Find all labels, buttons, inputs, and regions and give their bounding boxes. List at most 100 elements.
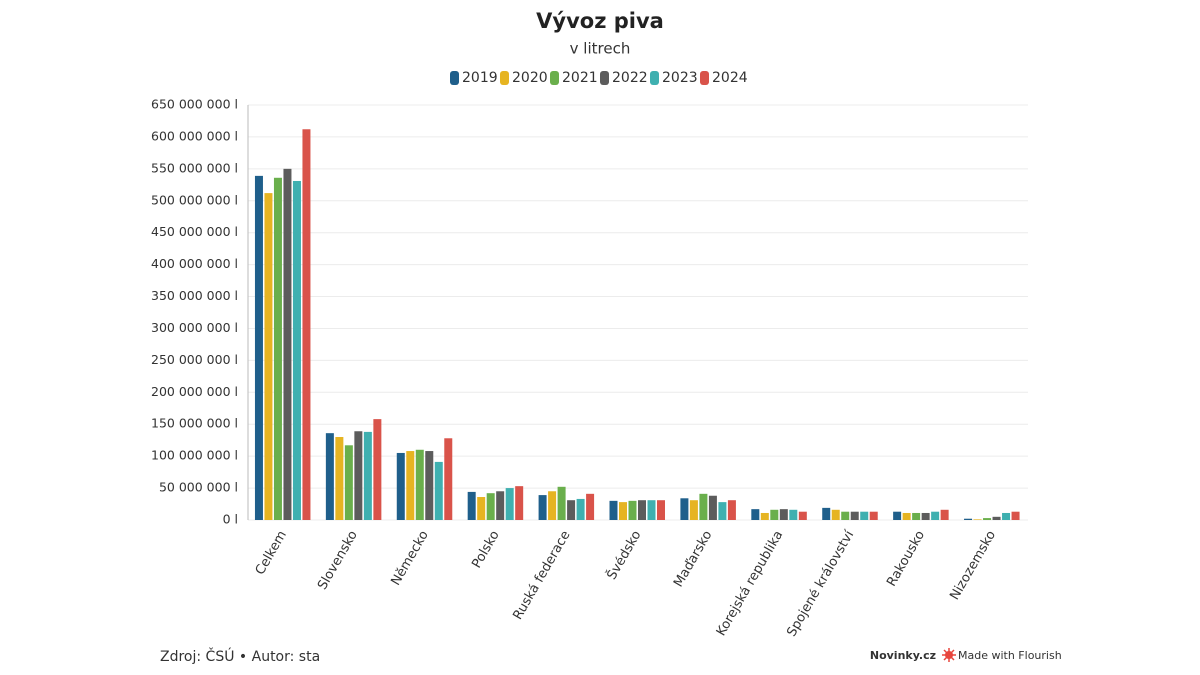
legend-swatch bbox=[650, 71, 659, 85]
bar bbox=[425, 451, 434, 520]
bar bbox=[760, 512, 769, 520]
x-tick-label: Slovensko bbox=[315, 528, 361, 592]
y-tick-label: 150 000 000 l bbox=[151, 416, 238, 431]
x-tick-label: Celkem bbox=[253, 528, 290, 577]
y-tick-label: 50 000 000 l bbox=[159, 480, 238, 495]
bar bbox=[557, 486, 566, 520]
bar bbox=[548, 491, 557, 520]
bar bbox=[406, 451, 415, 520]
bar bbox=[983, 518, 992, 520]
bar bbox=[415, 449, 424, 520]
bar bbox=[798, 511, 807, 520]
bar bbox=[699, 493, 708, 520]
bar bbox=[254, 175, 263, 520]
bar bbox=[302, 129, 311, 520]
legend-swatch bbox=[600, 71, 609, 85]
flourish-icon bbox=[942, 648, 956, 662]
bar bbox=[902, 512, 911, 520]
chart-title: Vývoz piva bbox=[536, 9, 664, 33]
bar bbox=[841, 511, 850, 520]
bar bbox=[831, 509, 840, 520]
x-tick-label: Německo bbox=[388, 528, 431, 588]
bar bbox=[779, 509, 788, 520]
bar bbox=[515, 486, 524, 520]
bar bbox=[325, 433, 334, 520]
bar bbox=[869, 511, 878, 520]
legend-label: 2022 bbox=[612, 70, 648, 86]
bar bbox=[396, 452, 405, 520]
bar bbox=[973, 519, 982, 520]
y-tick-label: 350 000 000 l bbox=[151, 288, 238, 303]
x-tick-label: Nizozemsko bbox=[947, 528, 999, 603]
y-tick-label: 0 l bbox=[223, 512, 238, 527]
bar bbox=[708, 495, 717, 520]
bar bbox=[789, 509, 798, 520]
bar bbox=[921, 512, 930, 520]
y-tick-label: 600 000 000 l bbox=[151, 128, 238, 143]
x-tick-label: Polsko bbox=[469, 528, 502, 571]
bar bbox=[444, 438, 453, 520]
bar bbox=[467, 491, 476, 520]
bar bbox=[638, 500, 646, 520]
y-tick-label: 450 000 000 l bbox=[151, 224, 238, 239]
bar bbox=[912, 512, 921, 520]
x-tick-label: Švédsko bbox=[604, 528, 645, 583]
legend-swatch bbox=[550, 71, 559, 85]
y-tick-label: 300 000 000 l bbox=[151, 320, 238, 335]
bar bbox=[619, 502, 627, 520]
bar bbox=[283, 168, 292, 520]
bar bbox=[931, 511, 940, 520]
bar bbox=[647, 500, 656, 520]
legend-label: 2024 bbox=[712, 70, 748, 86]
bar bbox=[538, 495, 547, 520]
legend-label: 2021 bbox=[562, 70, 598, 86]
y-tick-label: 550 000 000 l bbox=[151, 160, 238, 175]
bar bbox=[576, 498, 585, 520]
bar bbox=[657, 500, 665, 520]
bar bbox=[751, 509, 760, 520]
bar bbox=[264, 193, 273, 520]
source: Zdroj: ČSÚ • Autor: sta bbox=[160, 647, 320, 665]
legend-label: 2023 bbox=[662, 70, 698, 86]
bar bbox=[363, 431, 372, 520]
bar bbox=[586, 493, 595, 520]
bar bbox=[689, 500, 698, 520]
legend-swatch bbox=[500, 71, 509, 85]
bar bbox=[477, 497, 486, 520]
x-tick-label: Spojené království bbox=[784, 528, 857, 640]
legend-label: 2019 bbox=[462, 70, 498, 86]
bar bbox=[964, 518, 973, 520]
x-tick-label: Maďarsko bbox=[671, 528, 715, 590]
bar bbox=[770, 509, 779, 520]
legend-swatch bbox=[700, 71, 709, 85]
bar bbox=[486, 493, 495, 520]
bar bbox=[893, 511, 902, 520]
chart-subtitle: v litrech bbox=[570, 40, 631, 58]
y-tick-label: 400 000 000 l bbox=[151, 256, 238, 271]
y-tick-label: 100 000 000 l bbox=[151, 448, 238, 463]
bar bbox=[850, 511, 859, 520]
bar bbox=[292, 180, 301, 520]
y-tick-label: 200 000 000 l bbox=[151, 384, 238, 399]
bar bbox=[273, 177, 282, 521]
bar bbox=[680, 498, 689, 520]
x-tick-label: Korejská republika bbox=[714, 528, 786, 639]
legend-label: 2020 bbox=[512, 70, 548, 86]
bar bbox=[496, 491, 505, 520]
bar bbox=[822, 507, 831, 520]
bar bbox=[628, 500, 637, 520]
bar bbox=[1002, 512, 1011, 520]
bar bbox=[609, 500, 618, 520]
bar bbox=[727, 500, 736, 520]
bar bbox=[992, 516, 1001, 520]
bar bbox=[434, 461, 443, 520]
publisher: Novinky.cz bbox=[870, 649, 936, 662]
y-tick-label: 250 000 000 l bbox=[151, 352, 238, 367]
legend-swatch bbox=[450, 71, 459, 85]
bar bbox=[354, 431, 363, 520]
x-tick-label: Ruská federace bbox=[511, 528, 574, 622]
branding[interactable]: Made with Flourish bbox=[958, 649, 1062, 662]
bar bbox=[718, 502, 727, 520]
bar bbox=[860, 511, 869, 520]
